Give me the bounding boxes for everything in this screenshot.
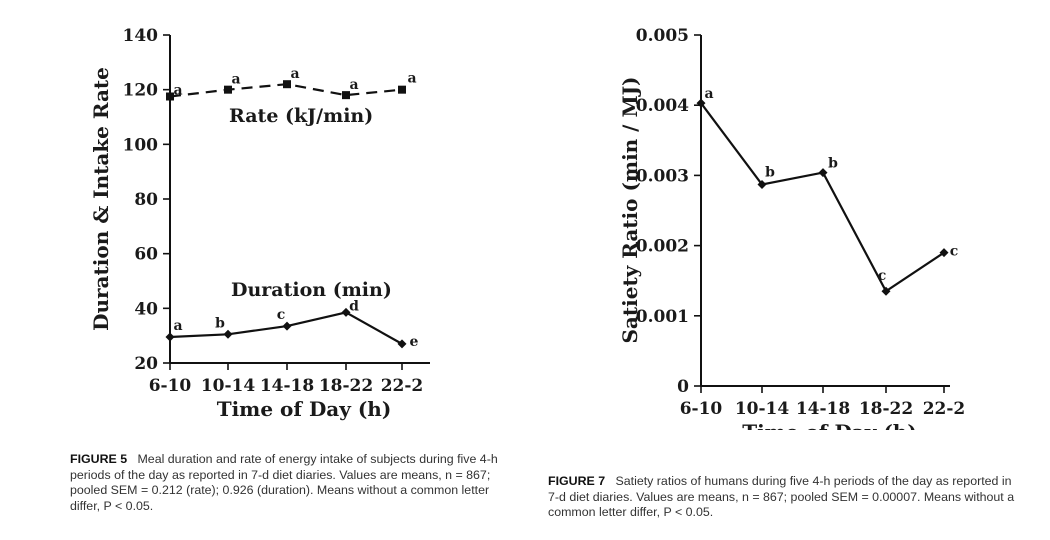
data-point [397, 339, 407, 349]
y-tick-label: 140 [123, 26, 159, 46]
y-tick-label: 0.001 [636, 307, 689, 327]
data-point [939, 248, 949, 258]
series-1: a a a a a Rate (kJ/min) [166, 66, 417, 127]
y-axis-title: Satiety Ratio (min / MJ) [618, 76, 642, 343]
data-label: a [290, 66, 299, 82]
figure-7-caption-text: Satiety ratios of humans during five 4-h… [548, 474, 1015, 519]
data-label: a [173, 83, 182, 99]
data-point [757, 180, 767, 190]
series-name-label: Rate (kJ/min) [229, 105, 373, 127]
x-tick-label: 6-10 [149, 376, 192, 396]
y-tick-label: 0.002 [636, 237, 689, 257]
data-point [342, 91, 350, 100]
data-label: b [765, 165, 775, 181]
data-point [818, 168, 828, 178]
data-label: e [410, 334, 419, 350]
y-tick-label: 0.004 [636, 96, 689, 116]
y-tick-label: 80 [134, 190, 158, 210]
data-label: a [173, 318, 182, 334]
figure-5-caption-text: Meal duration and rate of energy intake … [70, 452, 498, 513]
figure-5-label: FIGURE 5 [70, 452, 128, 466]
data-label: a [407, 71, 416, 87]
y-axis-title: Duration & Intake Rate [89, 67, 113, 331]
x-axis-title: Time of Day (h) [217, 397, 392, 421]
data-label: c [950, 244, 959, 260]
x-tick-label: 22-2 [923, 399, 966, 419]
data-point [283, 80, 291, 89]
x-tick-label: 18-22 [859, 399, 913, 419]
figure-7-caption: FIGURE 7 Satiety ratios of humans during… [548, 474, 1016, 521]
figure-5-caption: FIGURE 5 Meal duration and rate of energ… [70, 452, 514, 514]
data-label: a [704, 86, 713, 102]
data-label: c [277, 307, 286, 323]
data-point [398, 85, 406, 94]
data-point [166, 92, 174, 101]
data-point [165, 332, 175, 342]
y-tick-label: 20 [134, 354, 158, 374]
x-tick-label: 14-18 [260, 376, 314, 396]
series-name-label: Duration (min) [231, 279, 392, 301]
data-point [224, 85, 232, 94]
y-tick-label: 120 [123, 81, 159, 101]
x-tick-label: 10-14 [201, 376, 256, 396]
x-tick-label: 10-14 [735, 399, 790, 419]
data-label: c [878, 268, 887, 284]
y-tick-label: 0.005 [636, 26, 689, 46]
x-axis-title: Time of Day (h) [742, 420, 917, 430]
y-tick-label: 60 [134, 245, 158, 265]
x-tick-label: 22-2 [381, 376, 424, 396]
x-tick-label: 18-22 [319, 376, 373, 396]
data-label: b [828, 156, 838, 172]
y-tick-label: 0 [677, 377, 689, 397]
chart-2: 0 0.001 0.002 0.003 0.004 0.005 6-10 10-14 14-18… [618, 26, 965, 430]
data-label: a [231, 72, 240, 88]
data-label: d [349, 298, 359, 314]
data-point [282, 321, 292, 331]
figure-7-label: FIGURE 7 [548, 474, 606, 488]
series-1: a b b c c [696, 86, 959, 296]
series-line [700, 102, 945, 293]
series-2: a b c d e Duration (min) [165, 279, 419, 350]
data-point [341, 307, 351, 317]
x-tick-label: 6-10 [680, 399, 723, 419]
y-tick-label: 0.003 [636, 166, 689, 186]
x-tick-label: 14-18 [796, 399, 850, 419]
data-label: b [215, 315, 225, 331]
y-tick-label: 40 [134, 299, 158, 319]
data-label: a [349, 77, 358, 93]
data-point [696, 98, 706, 108]
data-point [223, 329, 233, 339]
chart-1: 20 40 60 80 100 120 140 6-10 10-14 14-18 18-22 22-2… [89, 26, 430, 421]
y-tick-label: 100 [123, 135, 159, 155]
data-point [881, 286, 891, 296]
